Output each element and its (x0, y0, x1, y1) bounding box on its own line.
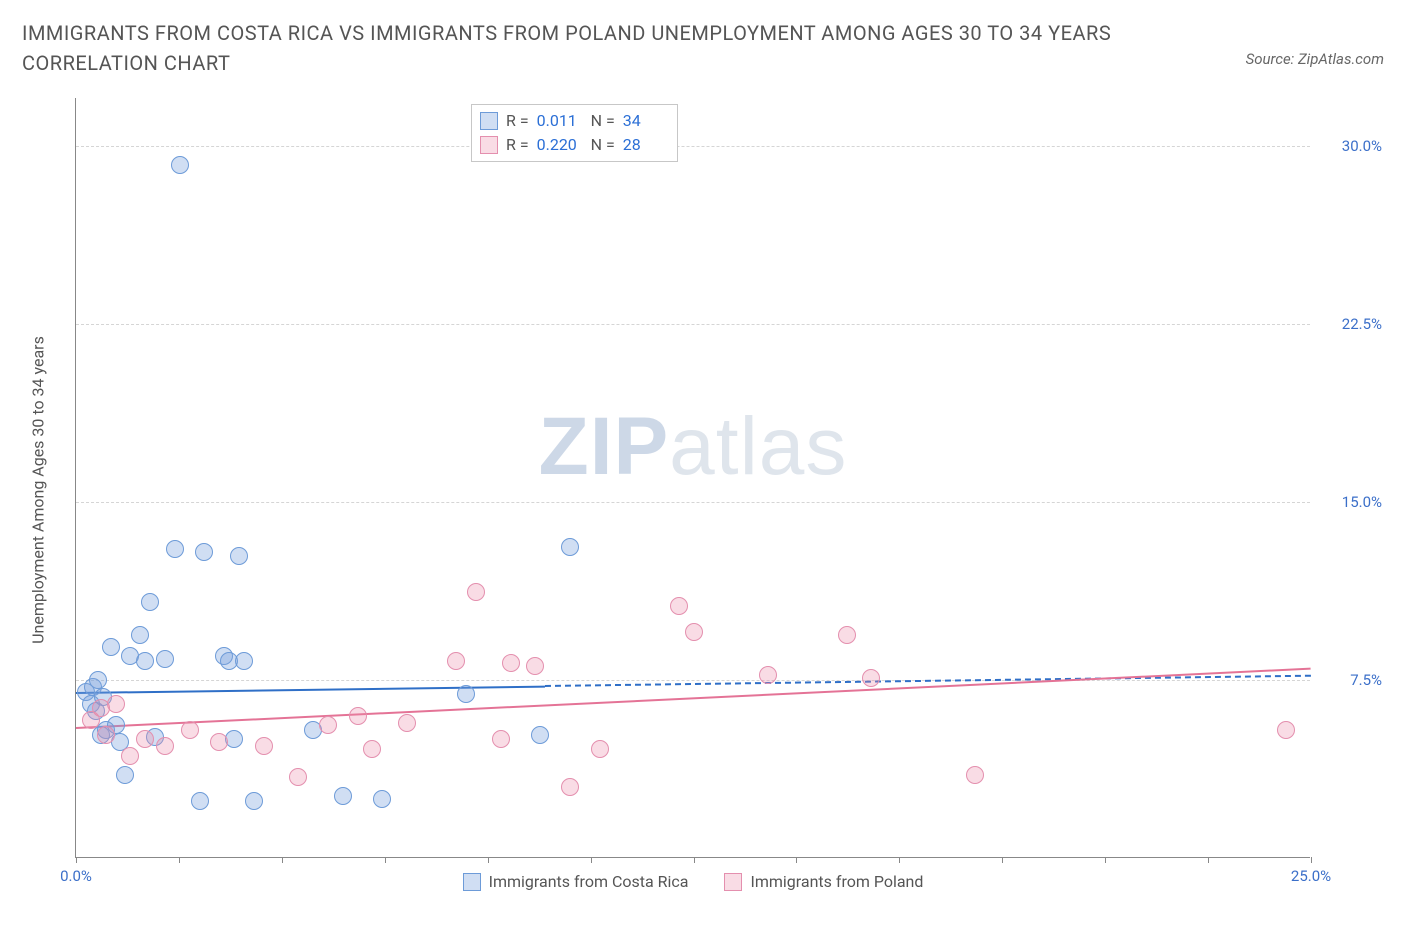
stats-r-label: R = (506, 109, 529, 133)
scatter-point-b (670, 597, 688, 615)
scatter-point-a (171, 156, 189, 174)
scatter-point-b (1277, 721, 1295, 739)
scatter-point-b (447, 652, 465, 670)
legend-item-b: Immigrants from Poland (724, 872, 923, 891)
watermark: ZIPatlas (539, 400, 848, 494)
scatter-point-a (230, 547, 248, 565)
scatter-point-a (457, 685, 475, 703)
x-tick-mark (1311, 857, 1312, 863)
legend-swatch-a (463, 873, 481, 891)
legend: Immigrants from Costa Rica Immigrants fro… (76, 872, 1310, 891)
scatter-point-b (255, 737, 273, 755)
scatter-point-a (131, 626, 149, 644)
scatter-point-b (591, 740, 609, 758)
scatter-point-b (759, 666, 777, 684)
x-tick-mark (385, 857, 386, 863)
source-label: Source: ZipAtlas.com (1246, 50, 1384, 68)
stats-r-value-b: 0.220 (537, 133, 583, 157)
scatter-point-a (334, 787, 352, 805)
gridline-h (76, 324, 1310, 325)
scatter-point-a (116, 766, 134, 784)
x-tick-mark (282, 857, 283, 863)
legend-label-a: Immigrants from Costa Rica (489, 872, 689, 891)
scatter-point-a (373, 790, 391, 808)
legend-label-b: Immigrants from Poland (750, 872, 923, 891)
y-tick-label: 22.5% (1318, 315, 1382, 333)
stats-n-value-b: 28 (623, 133, 669, 157)
x-tick-mark (899, 857, 900, 863)
stats-box: R = 0.011 N = 34 R = 0.220 N = 28 (471, 104, 678, 162)
stats-row-a: R = 0.011 N = 34 (480, 109, 669, 133)
x-tick-mark (1105, 857, 1106, 863)
x-tick-mark (591, 857, 592, 863)
scatter-point-a (195, 543, 213, 561)
x-tick-mark (694, 857, 695, 863)
scatter-point-a (561, 538, 579, 556)
scatter-point-b (561, 778, 579, 796)
scatter-point-a (166, 540, 184, 558)
stats-row-b: R = 0.220 N = 28 (480, 133, 669, 157)
scatter-point-a (141, 593, 159, 611)
scatter-point-b (107, 695, 125, 713)
scatter-point-a (531, 726, 549, 744)
stats-r-value-a: 0.011 (537, 109, 583, 133)
scatter-point-a (245, 792, 263, 810)
legend-item-a: Immigrants from Costa Rica (463, 872, 689, 891)
x-tick-mark (76, 857, 77, 863)
x-tick-mark (179, 857, 180, 863)
scatter-point-b (685, 623, 703, 641)
scatter-point-b (862, 669, 880, 687)
scatter-point-b (319, 716, 337, 734)
scatter-point-a (102, 638, 120, 656)
scatter-point-b (181, 721, 199, 739)
scatter-point-b (349, 707, 367, 725)
scatter-point-b (289, 768, 307, 786)
scatter-point-b (210, 733, 228, 751)
stats-r-label: R = (506, 133, 529, 157)
gridline-h (76, 502, 1310, 503)
scatter-point-a (156, 650, 174, 668)
scatter-point-b (966, 766, 984, 784)
x-tick-mark (1002, 857, 1003, 863)
x-tick-mark (796, 857, 797, 863)
scatter-point-b (121, 747, 139, 765)
chart-title: IMMIGRANTS FROM COSTA RICA VS IMMIGRANTS… (22, 18, 1172, 78)
y-axis-label: Unemployment Among Ages 30 to 34 years (29, 336, 48, 644)
stats-swatch-a (480, 112, 498, 130)
scatter-point-a (235, 652, 253, 670)
scatter-point-b (398, 714, 416, 732)
watermark-zip: ZIP (539, 401, 670, 492)
x-tick-mark (488, 857, 489, 863)
stats-n-label: N = (591, 133, 615, 157)
gridline-h (76, 680, 1310, 681)
scatter-point-a (89, 671, 107, 689)
stats-swatch-b (480, 136, 498, 154)
chart-container: Unemployment Among Ages 30 to 34 years Z… (20, 90, 1386, 910)
watermark-atlas: atlas (669, 401, 847, 492)
scatter-point-b (363, 740, 381, 758)
scatter-point-b (136, 730, 154, 748)
y-tick-label: 30.0% (1318, 137, 1382, 155)
scatter-point-b (838, 626, 856, 644)
stats-n-value-a: 34 (623, 109, 669, 133)
scatter-point-b (502, 654, 520, 672)
plot-area: ZIPatlas 7.5%15.0%22.5%30.0%0.0%25.0%R =… (75, 98, 1310, 858)
legend-swatch-b (724, 873, 742, 891)
scatter-point-b (526, 657, 544, 675)
stats-n-label: N = (591, 109, 615, 133)
scatter-point-b (467, 583, 485, 601)
scatter-point-b (97, 726, 115, 744)
scatter-point-b (156, 737, 174, 755)
gridline-h (76, 146, 1310, 147)
x-tick-mark (1208, 857, 1209, 863)
scatter-point-a (191, 792, 209, 810)
scatter-point-a (136, 652, 154, 670)
y-tick-label: 7.5% (1318, 671, 1382, 689)
trend-line (76, 668, 1311, 729)
y-tick-label: 15.0% (1318, 493, 1382, 511)
scatter-point-b (492, 730, 510, 748)
